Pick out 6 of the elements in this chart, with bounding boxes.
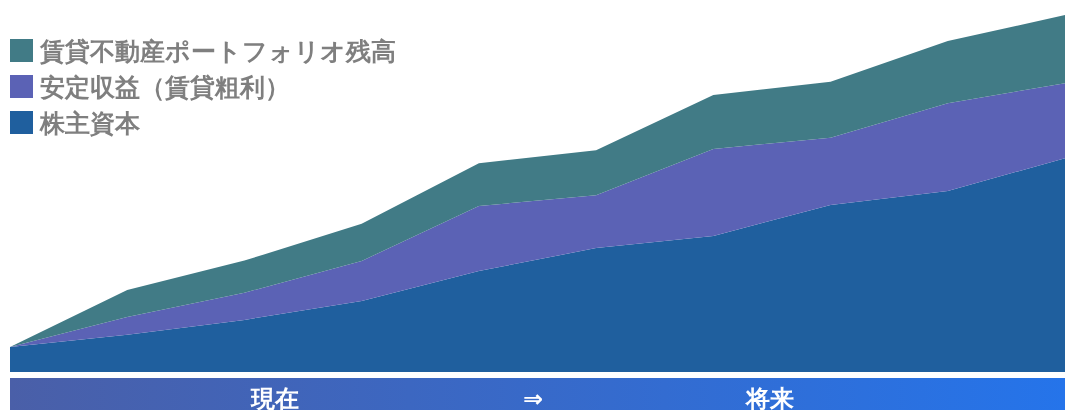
text: 将来 bbox=[744, 385, 794, 410]
legend-label: 賃貸不動産ポートフォリオ残高 bbox=[39, 37, 396, 66]
legend-label: 安定収益（賃貸粗利） bbox=[40, 73, 290, 102]
text: 現在 bbox=[250, 385, 299, 410]
legend-label: 株主資本 bbox=[39, 109, 141, 138]
text: ⇒ bbox=[522, 385, 544, 410]
